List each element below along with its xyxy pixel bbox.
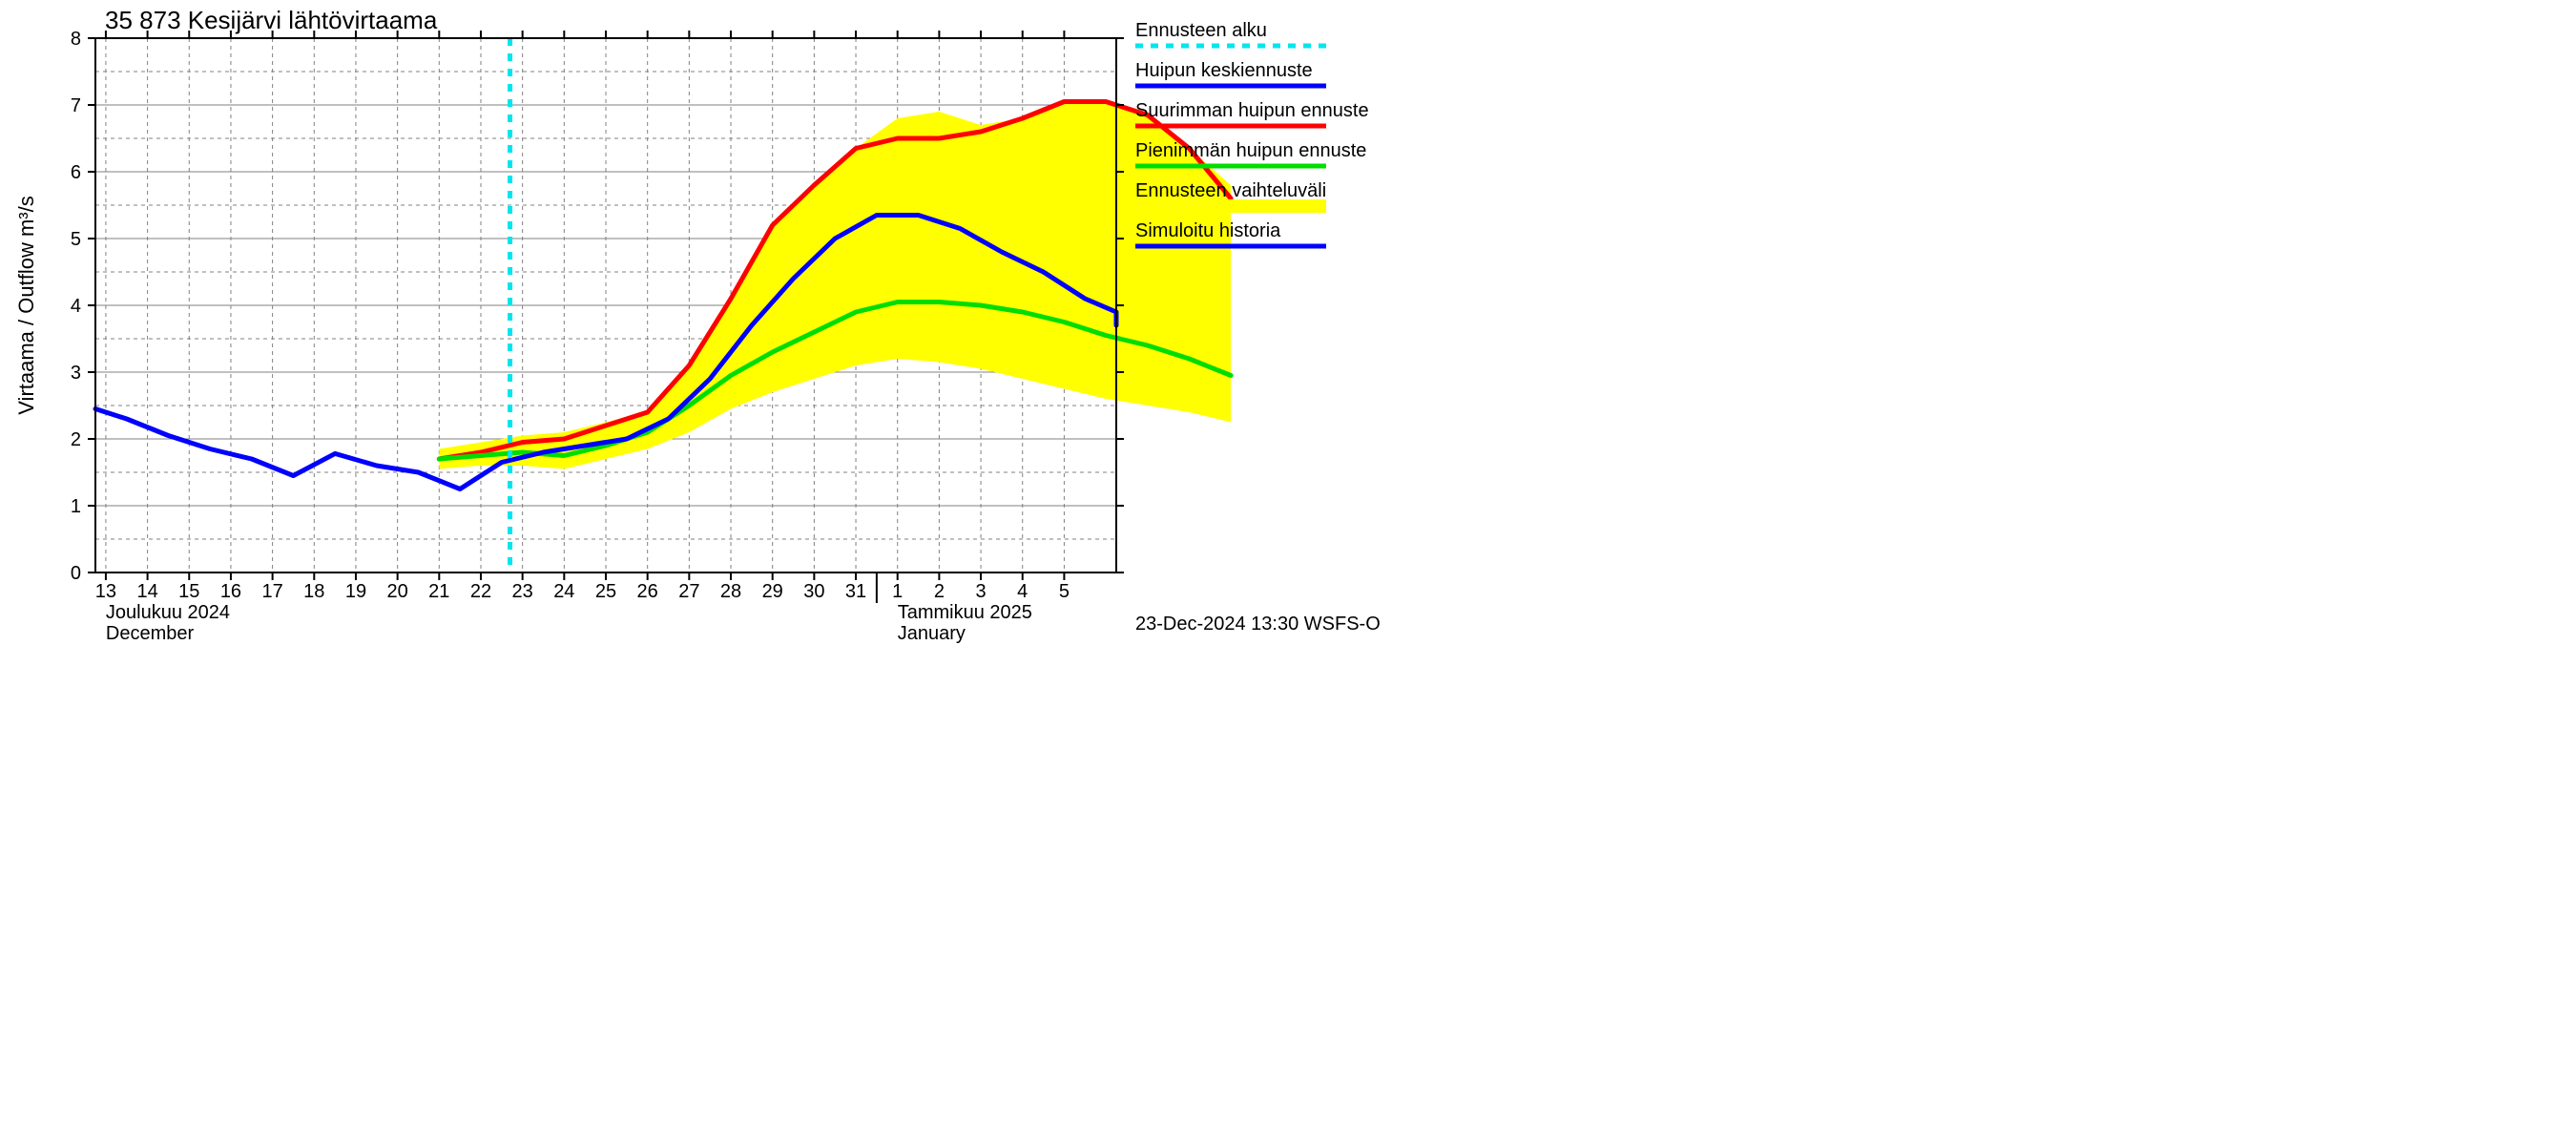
x-tick-label: 20 [387, 581, 408, 602]
x-tick-label: 27 [678, 581, 699, 602]
x-tick-label: 16 [220, 581, 241, 602]
x-tick-label: 23 [512, 581, 533, 602]
x-tick-label: 1 [892, 581, 903, 602]
x-tick-label: 29 [762, 581, 783, 602]
legend-swatch [1135, 199, 1326, 213]
y-tick-label: 1 [71, 496, 81, 517]
chart-title: 35 873 Kesijärvi lähtövirtaama [105, 6, 438, 34]
x-tick-label: 26 [637, 581, 658, 602]
chart-svg: 0123456781314151617181920212223242526272… [0, 0, 1431, 668]
y-tick-label: 0 [71, 563, 81, 584]
outflow-forecast-chart: 0123456781314151617181920212223242526272… [0, 0, 1431, 668]
x-tick-label: 28 [720, 581, 741, 602]
month1-fi: Joulukuu 2024 [106, 602, 230, 623]
x-tick-label: 18 [303, 581, 324, 602]
x-tick-label: 24 [553, 581, 574, 602]
legend-label: Ennusteen alku [1135, 20, 1267, 41]
legend-label: Pienimmän huipun ennuste [1135, 140, 1366, 161]
x-tick-label: 30 [803, 581, 824, 602]
x-tick-label: 13 [95, 581, 116, 602]
y-tick-label: 3 [71, 363, 81, 384]
month2-fi: Tammikuu 2025 [898, 602, 1032, 623]
x-tick-label: 22 [470, 581, 491, 602]
x-tick-label: 31 [845, 581, 866, 602]
y-tick-label: 8 [71, 29, 81, 50]
x-tick-label: 3 [975, 581, 986, 602]
legend-label: Ennusteen vaihteluväli [1135, 180, 1326, 201]
y-tick-label: 7 [71, 95, 81, 116]
x-tick-label: 21 [428, 581, 449, 602]
y-tick-label: 6 [71, 162, 81, 183]
x-tick-label: 19 [345, 581, 366, 602]
x-tick-label: 25 [595, 581, 616, 602]
y-tick-label: 5 [71, 229, 81, 250]
legend-label: Huipun keskiennuste [1135, 60, 1313, 81]
y-tick-label: 2 [71, 429, 81, 450]
y-tick-label: 4 [71, 296, 81, 317]
x-tick-label: 5 [1059, 581, 1070, 602]
x-tick-label: 17 [261, 581, 282, 602]
month2-en: January [898, 623, 966, 644]
legend-label: Suurimman huipun ennuste [1135, 100, 1369, 121]
chart-footer: 23-Dec-2024 13:30 WSFS-O [1135, 614, 1381, 635]
x-tick-label: 2 [934, 581, 945, 602]
y-axis-label: Virtaama / Outflow m³/s [14, 196, 38, 414]
legend-label: Simuloitu historia [1135, 220, 1281, 241]
x-tick-label: 4 [1017, 581, 1028, 602]
month1-en: December [106, 623, 195, 644]
x-tick-label: 14 [136, 581, 157, 602]
x-tick-label: 15 [178, 581, 199, 602]
